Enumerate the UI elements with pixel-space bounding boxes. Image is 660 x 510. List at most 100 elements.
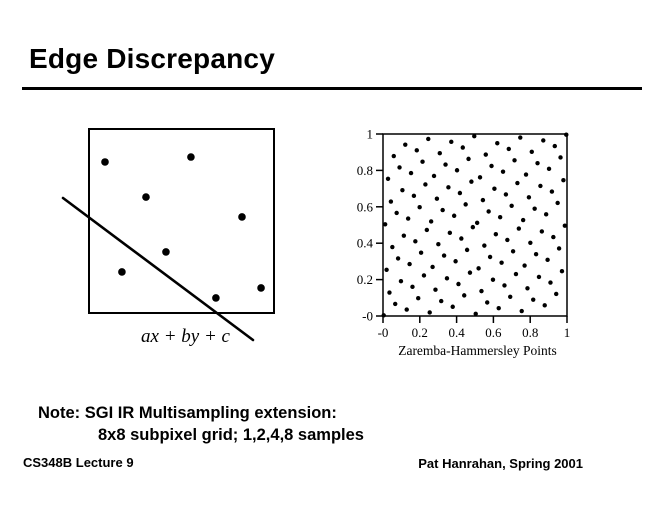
note-line-2: 8x8 subpixel grid; 1,2,4,8 samples — [98, 426, 364, 444]
scatter-point — [431, 173, 437, 179]
scatter-point — [500, 169, 506, 174]
scatter-point — [487, 254, 493, 260]
scatter-point — [525, 286, 530, 291]
scatter-point — [499, 260, 504, 265]
scatter-point — [486, 209, 491, 214]
scatter-point — [440, 207, 445, 213]
scatter-point — [381, 313, 386, 318]
scatter-point — [394, 210, 399, 216]
scatter-point — [443, 162, 448, 167]
scatter-point — [472, 133, 477, 139]
scatter-point — [404, 307, 409, 312]
scatter-point — [395, 256, 401, 261]
edge-line — [61, 196, 255, 342]
scatter-point — [418, 250, 424, 255]
scatter-point — [492, 186, 497, 191]
scatter-point — [460, 145, 465, 150]
scatter-point — [533, 251, 539, 257]
scatter-point — [518, 135, 523, 140]
scatter-point — [497, 214, 503, 220]
scatter-point — [551, 234, 556, 240]
zaremba-hammersley-plot: 1 0.8 0.6 0.4 0.2 -0 -0 0.2 0.4 0.6 0.8 1 — [357, 127, 571, 341]
scatter-point — [522, 263, 527, 268]
scatter-point — [393, 301, 398, 307]
x-tick-label: 1 — [564, 325, 571, 340]
scatter-point — [529, 149, 534, 154]
scatter-point — [549, 189, 555, 194]
scatter-point — [387, 290, 392, 295]
scatter-point — [561, 178, 566, 183]
scatter-point — [450, 304, 455, 309]
sample-point — [212, 294, 220, 302]
scatter-point — [559, 269, 565, 274]
scatter-point — [506, 146, 511, 152]
scatter-point — [548, 280, 553, 285]
y-tick-label: -0 — [362, 309, 373, 324]
scatter-point — [526, 195, 532, 200]
scatter-point — [401, 233, 407, 238]
scatter-point — [477, 175, 483, 180]
scatter-point — [489, 163, 494, 169]
scatter-point — [536, 274, 542, 280]
scatter-point — [428, 219, 434, 224]
note-text: Note: SGI IR Multisampling extension: 8x… — [38, 402, 364, 446]
scatter-point — [456, 281, 461, 287]
scatter-point — [408, 170, 414, 176]
scatter-point — [493, 232, 499, 237]
scatter-point — [414, 148, 419, 153]
scatter-point — [421, 273, 427, 278]
sample-point — [142, 193, 150, 201]
scatter-point — [515, 180, 520, 186]
scatter-point — [513, 271, 519, 277]
scatter-point — [512, 158, 517, 163]
scatter-point — [405, 216, 411, 221]
scatter-point — [416, 296, 421, 301]
scatter-point — [449, 139, 454, 145]
scatter-point — [473, 311, 478, 317]
scatter-point — [446, 185, 451, 190]
scatter-point — [426, 136, 431, 142]
scatter-point — [531, 297, 536, 302]
scatter-point — [546, 166, 552, 172]
scatter-point — [411, 193, 417, 199]
scatter-point — [554, 291, 559, 297]
scatter-point — [441, 253, 447, 258]
scatter-point — [483, 152, 488, 157]
scatter-point — [467, 270, 473, 275]
y-tick-label: 1 — [367, 127, 374, 142]
scatter-point — [509, 203, 514, 209]
scatter-point — [454, 168, 460, 173]
note-line-1: Note: SGI IR Multisampling extension: — [38, 404, 337, 422]
scatter-point — [400, 187, 405, 193]
scatter-point — [451, 213, 457, 218]
footer-course: CS348B Lecture 9 — [23, 455, 134, 470]
scatter-point — [496, 305, 501, 311]
scatter-point — [407, 261, 412, 267]
scatter-point — [523, 172, 529, 177]
scatter-point — [397, 165, 402, 170]
sample-point — [238, 213, 246, 221]
scatter-point — [538, 183, 543, 189]
scatter-point — [427, 310, 432, 315]
x-tick-label: -0 — [378, 325, 389, 340]
y-tick-label: 0.8 — [357, 163, 373, 178]
sample-point — [187, 153, 195, 161]
scatter-point — [508, 294, 513, 300]
slide-title: Edge Discrepancy — [29, 43, 275, 74]
scatter-point — [480, 197, 486, 203]
scatter-point — [436, 241, 441, 247]
scatter-point — [556, 246, 562, 251]
scatter-point — [503, 192, 509, 197]
scatter-point — [564, 132, 569, 137]
scatter-point — [413, 239, 418, 244]
scatter-point — [516, 226, 522, 231]
scatter-point — [464, 247, 470, 253]
scatter-point — [528, 240, 533, 245]
scatter-point — [474, 220, 480, 226]
sample-point — [257, 284, 265, 292]
scatter-point — [510, 249, 516, 254]
scatter-point — [555, 200, 560, 206]
scatter-point — [502, 283, 507, 288]
scatter-point — [558, 155, 563, 160]
